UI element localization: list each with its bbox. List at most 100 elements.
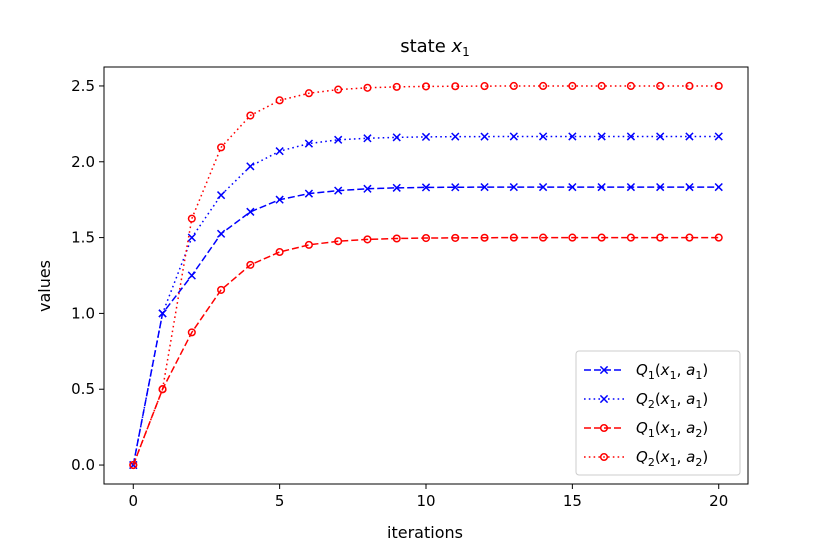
legend-label: Q1(x1, a1): [636, 361, 708, 382]
data-point: [656, 182, 665, 192]
data-point: [363, 134, 372, 143]
legend-label-part: ,: [677, 419, 687, 437]
data-point: [685, 81, 694, 91]
legend-label-part: (: [655, 390, 661, 408]
legend-label-part: 1: [648, 369, 655, 382]
data-point: [480, 82, 489, 91]
data-point: [714, 233, 723, 242]
legend-label-part: x: [660, 361, 670, 379]
legend-label-part: a: [686, 390, 695, 408]
legend-marker: [599, 423, 609, 433]
data-point: [334, 186, 343, 195]
series-line-1: [132, 186, 719, 466]
data-point: [246, 207, 255, 216]
data-point: [597, 132, 606, 141]
data-point: [363, 184, 372, 193]
data-point: [685, 182, 694, 192]
legend-label-part: ): [702, 361, 708, 379]
data-point: [187, 233, 196, 242]
legend-label-part: (: [655, 419, 661, 437]
data-point: [451, 132, 460, 141]
legend-label-part: Q: [636, 419, 648, 437]
data-point: [539, 233, 548, 242]
data-point: [568, 182, 577, 192]
data-point: [275, 96, 284, 105]
data-point: [421, 82, 431, 91]
data-point: [392, 133, 401, 142]
data-point: [421, 183, 431, 192]
legend-label-part: 1: [670, 456, 677, 469]
data-point: [656, 132, 665, 141]
legend-marker: [599, 365, 609, 375]
legend-label-part: ): [702, 448, 708, 466]
legend-label-part: 1: [670, 369, 677, 382]
data-point: [509, 81, 518, 91]
data-point: [129, 460, 138, 470]
chart-title-text: state: [400, 36, 451, 57]
data-point: [275, 147, 284, 156]
data-point: [538, 182, 548, 192]
data-point: [363, 235, 372, 244]
data-point: [334, 237, 343, 246]
data-point: [392, 183, 401, 192]
y-tick-label: 0.0: [71, 456, 95, 474]
legend-label-part: ,: [677, 390, 687, 408]
data-point: [217, 285, 226, 294]
data-point: [509, 132, 518, 141]
series-line-3: [132, 236, 719, 466]
legend-label-part: ): [702, 419, 708, 437]
data-point: [480, 182, 489, 192]
data-point: [626, 182, 636, 192]
data-point: [246, 111, 255, 120]
legend-item-3: Q1(x1, a2): [584, 419, 708, 440]
legend-label-part: Q: [636, 448, 648, 466]
data-point: [158, 385, 167, 394]
data-point: [685, 132, 694, 141]
data-point: [597, 233, 606, 242]
data-point: [451, 183, 460, 192]
legend-label-part: 1: [670, 398, 677, 411]
data-point: [714, 182, 723, 192]
legend-label-part: a: [686, 419, 695, 437]
data-point: [187, 271, 196, 280]
data-point: [334, 85, 343, 94]
y-tick-label: 1.0: [71, 304, 95, 322]
data-point: [597, 81, 606, 91]
data-point: [656, 81, 665, 91]
data-point: [304, 139, 314, 148]
legend-label-part: 2: [695, 427, 702, 440]
data-point: [421, 233, 431, 243]
data-point: [334, 135, 343, 144]
data-point: [685, 233, 694, 242]
legend-label: Q1(x1, a2): [636, 419, 708, 440]
data-point: [568, 81, 577, 91]
legend-label-part: (: [655, 448, 661, 466]
x-tick-label: 10: [416, 492, 435, 510]
legend-label-part: x: [660, 448, 670, 466]
y-tick-label: 2.5: [71, 77, 95, 95]
series-line-4: [132, 85, 719, 466]
legend-label-part: x: [660, 419, 670, 437]
legend-label-part: x: [660, 390, 670, 408]
legend-label-part: 2: [648, 398, 655, 411]
axes-layer: 0 5 10 15 20 0.0 0.5 1.0 1.5 2.0 2.5: [71, 66, 749, 510]
legend-label-part: 2: [695, 456, 702, 469]
legend-box: [575, 350, 741, 476]
data-point: [451, 82, 460, 91]
legend-label-part: 2: [648, 456, 655, 469]
legend-item-4: Q2(x1, a2): [584, 448, 708, 469]
data-point: [421, 132, 431, 142]
data-point: [158, 309, 167, 318]
legend-label-part: ,: [677, 361, 687, 379]
data-point: [363, 83, 372, 92]
data-point: [626, 233, 635, 242]
legend-label-part: 1: [648, 427, 655, 440]
legend-label-part: 1: [670, 427, 677, 440]
series-3: [129, 233, 723, 470]
data-point: [246, 260, 255, 269]
legend-item-2: Q2(x1, a1): [584, 390, 708, 411]
data-point: [509, 182, 518, 192]
data-point: [216, 229, 226, 238]
data-point: [714, 81, 723, 91]
data-point: [568, 132, 577, 141]
